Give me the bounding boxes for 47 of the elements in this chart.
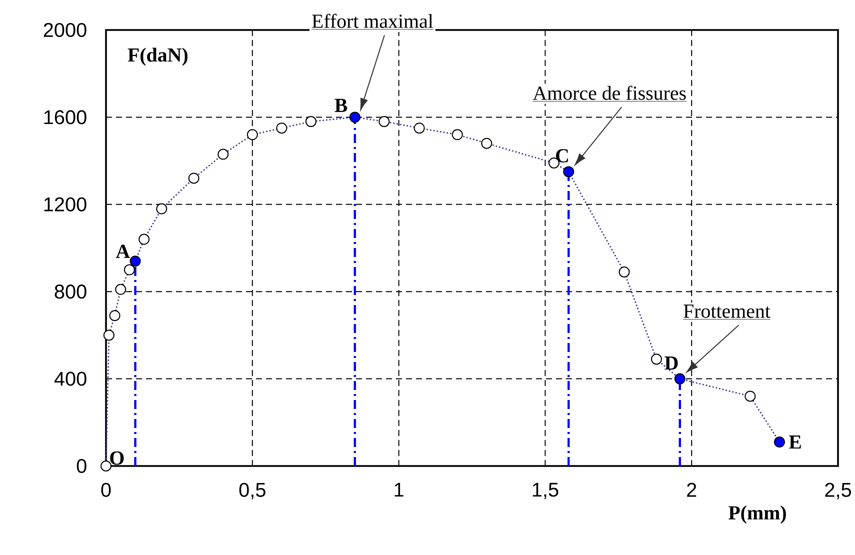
text: Effort maximal: [312, 14, 434, 28]
point: [563, 166, 574, 178]
y-tick-label: 0: [76, 458, 86, 474]
point: [674, 373, 686, 384]
annotation: D: [664, 356, 678, 370]
annotation: A: [116, 244, 130, 258]
point: [100, 460, 112, 472]
y-tick-label: 1200: [44, 197, 86, 212]
point: [103, 330, 114, 341]
x-tick-label: 0,5: [239, 482, 266, 500]
point: [124, 264, 135, 276]
point: [130, 256, 141, 267]
x-tick-label: 1,5: [532, 482, 558, 500]
annotation: Amorce de fissures: [532, 86, 686, 100]
y-axis-title: F(daN): [128, 48, 188, 66]
x-tick-label: 2,5: [825, 482, 852, 500]
point: [246, 129, 258, 140]
annotation: B: [334, 98, 348, 112]
point: [115, 284, 126, 295]
point: [188, 172, 200, 184]
point: [481, 138, 492, 149]
y-tick-label: 1600: [44, 110, 86, 124]
point: [109, 310, 120, 322]
annotation: C: [556, 149, 568, 162]
point: [650, 354, 662, 365]
point: [349, 112, 360, 123]
y-tick-label: 400: [54, 372, 86, 386]
x-tick-label: 2: [687, 482, 696, 497]
y-tick-label: 2000: [44, 22, 86, 38]
point: [276, 122, 288, 134]
x-tick-label: 0: [101, 482, 111, 497]
point: [218, 148, 229, 160]
x-axis-title: P(mm): [728, 506, 786, 524]
annotation: O: [110, 451, 124, 465]
annotation: E: [788, 435, 801, 449]
point: [156, 203, 168, 214]
point: [414, 122, 425, 134]
y-tick-label: 800: [54, 284, 86, 299]
x-tick-label: 1: [394, 482, 404, 497]
annotation: Frottement: [684, 304, 770, 318]
point: [305, 116, 316, 128]
point: [774, 436, 785, 448]
point: [618, 266, 630, 278]
point: [452, 129, 463, 140]
point: [138, 234, 150, 245]
point: [378, 116, 390, 128]
point: [744, 390, 756, 402]
